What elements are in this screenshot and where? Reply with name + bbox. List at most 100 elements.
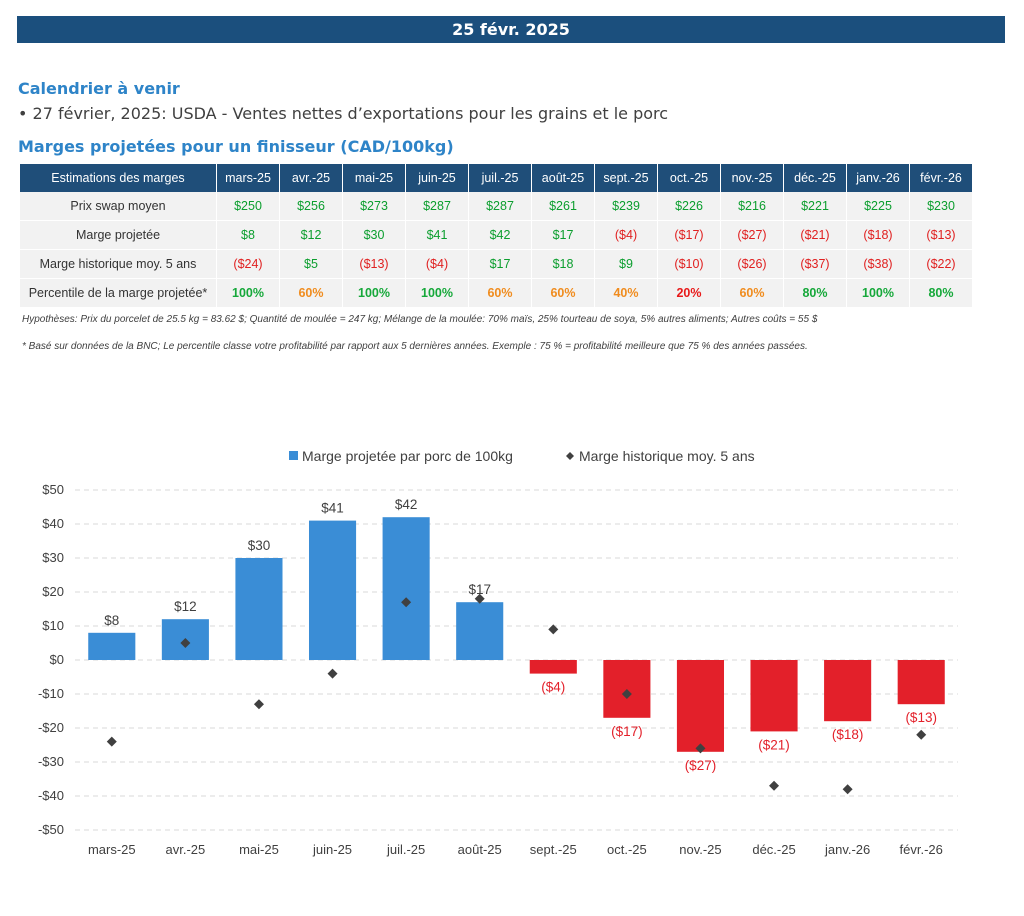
table-cell: $256 — [279, 192, 343, 221]
hypotheses-note: Hypothèses: Prix du porcelet de 25.5 kg … — [22, 314, 818, 325]
month-header: nov.-25 — [720, 164, 784, 192]
table-cell: ($18) — [846, 220, 910, 250]
row-label: Prix swap moyen — [20, 192, 217, 221]
y-tick-label: -$30 — [38, 754, 64, 769]
table-cell: 100% — [846, 278, 910, 308]
month-header: août-25 — [531, 164, 595, 192]
x-tick-label: oct.-25 — [607, 842, 647, 857]
table-cell: $18 — [531, 249, 595, 279]
table-cell: $5 — [279, 249, 343, 279]
historical-marker — [106, 736, 117, 747]
table-cell: ($17) — [657, 220, 721, 250]
x-tick-label: juil.-25 — [386, 842, 425, 857]
table-corner-header: Estimations des marges — [20, 164, 217, 192]
table-cell: $30 — [342, 220, 406, 250]
historical-marker — [180, 638, 191, 648]
table-cell: $17 — [531, 220, 595, 250]
table-cell: 80% — [909, 278, 973, 308]
table-cell: 20% — [657, 278, 721, 308]
bar — [603, 660, 651, 718]
bar-data-label: ($4) — [541, 680, 565, 695]
y-tick-label: $30 — [42, 550, 64, 565]
bar — [529, 660, 577, 674]
x-tick-label: nov.-25 — [679, 842, 721, 857]
bar-data-label: $17 — [468, 582, 491, 597]
month-header: avr.-25 — [279, 164, 343, 192]
x-tick-label: mars-25 — [88, 842, 136, 857]
table-cell: ($37) — [783, 249, 847, 279]
bar-data-label: $42 — [395, 497, 418, 512]
table-cell: ($21) — [783, 220, 847, 250]
y-tick-label: $50 — [42, 482, 64, 497]
table-cell: ($13) — [342, 249, 406, 279]
month-header: sept.-25 — [594, 164, 658, 192]
table-cell: 100% — [342, 278, 406, 308]
table-cell: ($27) — [720, 220, 784, 250]
bar — [676, 660, 725, 752]
bar — [456, 602, 504, 660]
historical-marker — [842, 784, 853, 795]
legend-marker-swatch — [566, 452, 574, 460]
historical-marker — [253, 699, 264, 710]
table-cell: 40% — [594, 278, 658, 308]
historical-marker — [769, 780, 780, 791]
x-tick-label: sept.-25 — [530, 842, 577, 857]
table-cell: 60% — [531, 278, 595, 308]
y-tick-label: -$10 — [38, 686, 64, 701]
bar-data-label: ($27) — [685, 758, 717, 773]
margin-chart: -$50 -$40 -$30 -$20 -$10 $0 $10 $20 $30 $40 $50 $8 $… — [38, 448, 958, 857]
table-header-row: Estimations des marges mars-25 avr.-25 m… — [20, 164, 973, 192]
historical-marker — [401, 597, 412, 608]
bar — [382, 517, 430, 660]
historical-marker — [474, 593, 485, 604]
bar — [750, 660, 798, 732]
historical-marker — [548, 624, 559, 635]
y-tick-label: $10 — [42, 618, 64, 633]
bar-data-label: $41 — [321, 501, 344, 516]
table-cell: 60% — [720, 278, 784, 308]
bar-data-label: ($17) — [611, 724, 643, 739]
table-cell: ($26) — [720, 249, 784, 279]
historical-marker — [695, 743, 706, 754]
bar — [308, 520, 357, 660]
table-cell: 80% — [783, 278, 847, 308]
bar-data-label: ($13) — [905, 710, 937, 725]
x-tick-label: avr.-25 — [166, 842, 206, 857]
table-cell: $230 — [909, 192, 973, 221]
legend-bar-swatch — [289, 451, 298, 460]
legend-marker-label: Marge historique moy. 5 ans — [579, 448, 755, 464]
table-cell: $225 — [846, 192, 910, 221]
y-tick-label: $0 — [50, 652, 64, 667]
table-cell: $273 — [342, 192, 406, 221]
table-cell: $41 — [405, 220, 469, 250]
table-cell: $239 — [594, 192, 658, 221]
row-label: Marge projetée — [20, 220, 217, 250]
footnote: * Basé sur données de la BNC; Le percent… — [22, 341, 808, 352]
bar — [88, 632, 136, 660]
x-tick-label: déc.-25 — [752, 842, 795, 857]
bar — [824, 660, 872, 722]
table-cell: ($10) — [657, 249, 721, 279]
table-row: Marge historique moy. 5 ans ($24) $5 ($13)(… — [20, 249, 973, 279]
table-cell: $9 — [594, 249, 658, 279]
month-header: janv.-26 — [846, 164, 910, 192]
month-header: févr.-26 — [909, 164, 973, 192]
table-cell: ($13) — [909, 220, 973, 250]
calendar-event: • 27 février, 2025: USDA - Ventes nettes… — [18, 104, 669, 123]
margins-title: Marges projetées pour un finisseur (CAD/… — [18, 137, 454, 156]
table-cell: 100% — [405, 278, 469, 308]
table-cell: $226 — [657, 192, 721, 221]
bar — [235, 558, 283, 660]
y-tick-label: $40 — [42, 516, 64, 531]
table-cell: 60% — [279, 278, 343, 308]
table-cell: ($4) — [594, 220, 658, 250]
row-label: Percentile de la marge projetée* — [20, 278, 217, 308]
bar-data-label: $8 — [104, 613, 119, 628]
bar — [897, 660, 945, 705]
calendar-title: Calendrier à venir — [18, 79, 180, 98]
date-banner: 25 févr. 2025 — [17, 16, 1005, 43]
month-header: juin-25 — [405, 164, 469, 192]
table-row: Prix swap moyen $250 $256 $273 $287 $287 $261 $… — [20, 192, 973, 221]
table-cell: $287 — [468, 192, 532, 221]
table-cell: $250 — [216, 192, 280, 221]
